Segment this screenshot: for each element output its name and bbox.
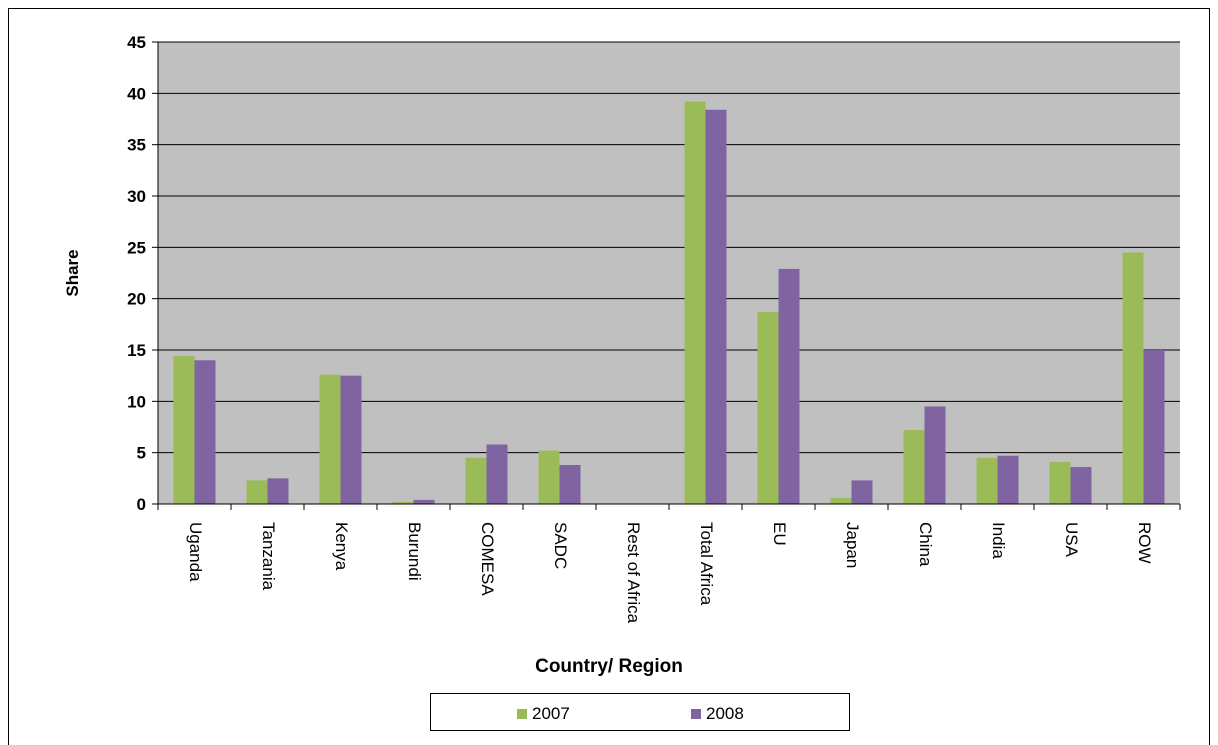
y-tick-label: 45 [127, 33, 146, 52]
bar-2007-kenya [319, 374, 341, 504]
y-tick-labels: 0 5 10 15 20 25 30 35 40 45 [127, 33, 146, 514]
bar-2007-eu [757, 312, 779, 504]
x-tick-label: Japan [843, 522, 862, 568]
y-tick-label: 0 [137, 495, 146, 514]
legend-item-2007: 2007 [517, 704, 570, 724]
legend-item-2008: 2008 [691, 704, 744, 724]
bar-2008-total-africa [705, 109, 727, 504]
bar-2007-burundi [392, 501, 414, 504]
legend: 2007 2008 [430, 693, 850, 731]
y-tick-label: 10 [127, 392, 146, 411]
x-tick-label: Uganda [186, 522, 205, 582]
bar-2008-row [1143, 350, 1165, 504]
legend-label-2007: 2007 [532, 704, 570, 723]
x-tick-label: India [989, 522, 1008, 559]
bar-2007-uganda [173, 356, 195, 504]
y-tick-label: 25 [127, 238, 146, 257]
bars [173, 101, 1165, 505]
bar-2008-china [924, 406, 946, 504]
bar-2008-burundi [413, 499, 435, 504]
y-axis-label: Share [63, 249, 82, 296]
bar-2008-sadc [559, 464, 581, 504]
x-axis-label: Country/ Region [535, 656, 683, 677]
x-tick-label: Burundi [405, 522, 424, 581]
bar-2007-row [1122, 252, 1144, 504]
chart-frame [8, 8, 1210, 745]
bar-2007-sadc [538, 450, 560, 504]
bar-2008-uganda [194, 360, 216, 504]
bar-2008-india [997, 455, 1019, 504]
bar-2007-comesa [465, 457, 487, 504]
bar-2007-total-africa [684, 101, 706, 505]
x-tick-label: COMESA [478, 522, 497, 596]
legend-swatch-2007 [517, 709, 527, 719]
legend-swatch-2008 [691, 709, 701, 719]
axes [157, 42, 1181, 510]
bar-2008-japan [851, 480, 873, 504]
x-tick-label: Tanzania [259, 522, 278, 591]
plot-area [158, 42, 1180, 504]
x-tick-label: Rest of Africa [624, 522, 643, 624]
x-tick-label: USA [1062, 522, 1081, 558]
bar-2008-comesa [486, 444, 508, 504]
x-tick-label: China [916, 522, 935, 567]
x-tick-labels: Uganda Tanzania Kenya Burundi COMESA SADC Rest… [186, 522, 1154, 624]
bar-2007-japan [830, 497, 852, 504]
x-tick-label: ROW [1135, 522, 1154, 564]
x-tick-label: SADC [551, 522, 570, 569]
x-tick-label: Kenya [332, 522, 351, 571]
y-tick-label: 5 [137, 444, 146, 463]
bar-2007-usa [1049, 461, 1071, 504]
y-tick-label: 30 [127, 187, 146, 206]
y-tick-label: 40 [127, 84, 146, 103]
y-tick-label: 20 [127, 290, 146, 309]
bar-2007-india [976, 457, 998, 504]
y-tick-label: 35 [127, 136, 146, 155]
legend-label-2008: 2008 [706, 704, 744, 723]
bar-2007-tanzania [246, 480, 268, 504]
y-tick-label: 15 [127, 341, 146, 360]
bar-2008-tanzania [267, 478, 289, 504]
bar-2007-china [903, 430, 925, 504]
x-tick-label: EU [770, 522, 789, 546]
bar-2008-eu [778, 268, 800, 504]
bar-2008-usa [1070, 467, 1092, 504]
x-tick-label: Total Africa [697, 522, 716, 606]
bar-2008-kenya [340, 375, 362, 504]
